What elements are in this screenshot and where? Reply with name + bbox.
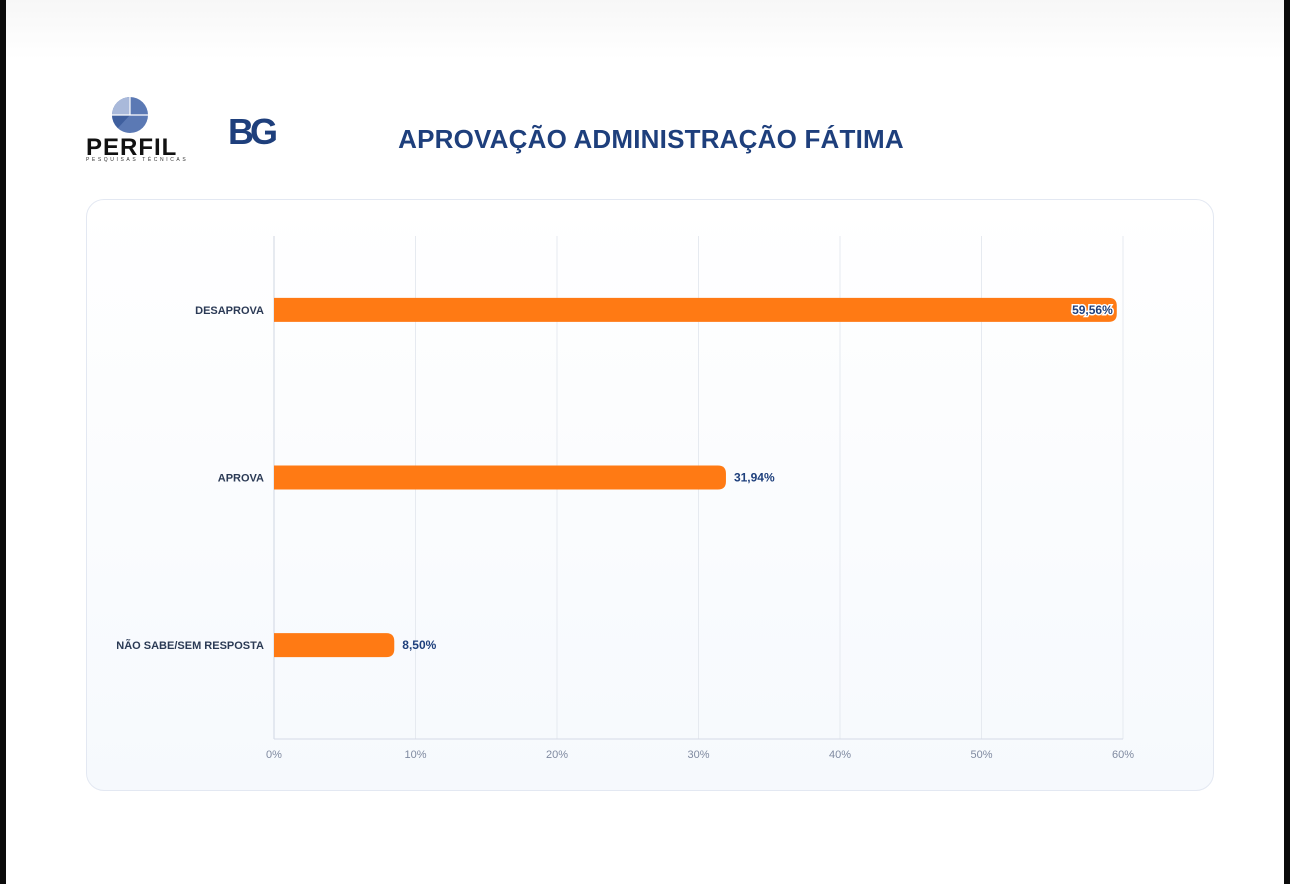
category-label: NÃO SABE/SEM RESPOSTA [116,639,264,652]
x-tick-label: 30% [687,749,709,761]
bar-chart: 0% 10% 20% 30% 40% 50% 60% DESAPROVA 59,56% APROV… [116,236,1134,761]
x-tick-label: 40% [829,749,851,761]
x-tick-label: 0% [266,749,282,761]
left-frame-edge [0,0,6,884]
x-tick-label: 50% [970,749,992,761]
data-label: 59,56% [1072,303,1113,317]
svg-text:PERFIL: PERFIL [86,134,177,161]
category-label: APROVA [218,473,264,485]
data-label: 8,50% [402,638,436,652]
x-tick-label: 60% [1112,749,1134,761]
svg-text:PESQUISAS TÉCNICAS: PESQUISAS TÉCNICAS [86,156,188,162]
x-tick-label: 20% [546,749,568,761]
category-label: DESAPROVA [195,305,264,317]
svg-text:BG: BG [228,111,276,149]
bg-logo: BG [228,111,282,152]
x-tick-label: 10% [404,749,426,761]
data-label: 31,94% [734,471,775,485]
bar [274,465,726,490]
chart-card: 0% 10% 20% 30% 40% 50% 60% DESAPROVA 59,56% APROV… [86,199,1214,791]
page-title: APROVAÇÃO ADMINISTRAÇÃO FÁTIMA [398,124,904,154]
perfil-logo: PERFIL PESQUISAS TÉCNICAS [84,96,194,163]
right-frame-edge [1284,0,1290,884]
bar [274,297,1117,322]
slide: PERFIL PESQUISAS TÉCNICAS BG APROVAÇÃO A… [6,0,1284,884]
bar [274,633,395,658]
